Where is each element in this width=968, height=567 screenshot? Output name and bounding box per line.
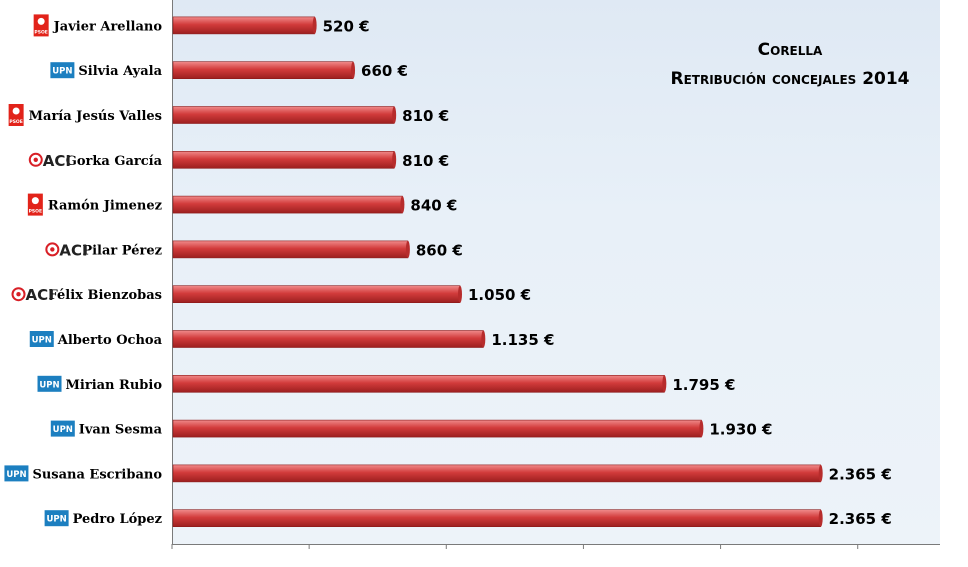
bar-end-cap — [818, 509, 823, 527]
upn-logo: UPN — [50, 420, 75, 437]
y-axis-line — [172, 0, 173, 545]
upn-logo-box — [50, 420, 75, 437]
category-label: Pilar Pérez — [82, 243, 162, 258]
bar-value-label: 2.365 € — [829, 465, 892, 483]
bar-end-cap — [458, 285, 462, 303]
bar-3 — [172, 106, 395, 124]
bar-11 — [172, 464, 821, 483]
psoe-rose-mark — [37, 17, 45, 25]
category-label: Javier Arellano — [53, 19, 163, 34]
category-label: Susana Escribano — [32, 467, 162, 482]
bar-value-label: 1.795 € — [672, 376, 735, 394]
aci-logo-text: ACI — [59, 241, 87, 259]
bar-end-cap — [351, 61, 356, 79]
category-label: Pedro López — [73, 512, 162, 527]
psoe-fist-rose-logo: PSOE — [8, 104, 24, 126]
upn-logo: UPN — [50, 62, 75, 79]
bar-end-cap — [312, 16, 317, 34]
bar-end-cap — [392, 106, 397, 124]
bar-2 — [172, 61, 354, 80]
upn-logo: UPN — [4, 465, 29, 482]
upn-logo-text: UPN — [39, 380, 59, 390]
psoe-fist-rose-logo: PSOE — [27, 193, 43, 216]
bar-value-label: 1.135 € — [491, 331, 554, 349]
bar-value-label: 860 € — [416, 241, 463, 259]
category-label: Félix Bienzobas — [49, 288, 162, 303]
psoe-logo-text: PSOE — [29, 209, 42, 215]
bar-10 — [172, 419, 702, 438]
psoe-logo-text: PSOE — [34, 29, 47, 35]
upn-logo-box — [44, 510, 69, 527]
aci-logo-dot — [50, 247, 55, 252]
category-label: Ivan Sesma — [79, 423, 163, 438]
psoe-logo-box — [27, 193, 43, 216]
aci-logo-ring — [28, 152, 43, 167]
upn-logo-box — [4, 465, 29, 482]
aci-logo-dot — [16, 292, 21, 297]
bar-end-cap — [699, 420, 704, 438]
category-label: Gorka García — [66, 154, 163, 169]
chart-subtitle: Retribución concejales 2014 — [670, 69, 910, 89]
bar-4 — [172, 151, 395, 169]
bar-value-label: 520 € — [323, 17, 370, 35]
bar-value-label: 810 € — [402, 107, 449, 125]
upn-logo-box — [37, 375, 62, 392]
bar-end-cap — [818, 464, 823, 482]
bar-value-label: 2.365 € — [829, 510, 892, 528]
bar-end-cap — [662, 375, 667, 393]
upn-logo: UPN — [37, 375, 62, 392]
aci-logo-text: ACI — [26, 286, 54, 304]
aci-logo: ACI — [28, 152, 71, 170]
upn-logo-text: UPN — [32, 336, 52, 346]
psoe-logo-text: PSOE — [9, 119, 22, 125]
upn-logo-box — [29, 331, 54, 347]
upn-logo-box — [50, 62, 75, 79]
bar-value-label: 1.050 € — [468, 286, 531, 304]
category-label: Silvia Ayala — [78, 64, 162, 79]
upn-logo: UPN — [44, 510, 69, 527]
bar-9 — [172, 374, 665, 393]
upn-logo-text: UPN — [46, 515, 66, 525]
aci-logo: ACI — [45, 241, 88, 259]
bar-end-cap — [400, 196, 405, 214]
bar-6 — [172, 240, 409, 259]
psoe-fist-rose-logo: PSOE — [33, 14, 49, 37]
aci-logo: ACI — [11, 286, 54, 304]
bar-end-cap — [405, 240, 410, 258]
bar-value-label: 810 € — [402, 152, 449, 170]
psoe-logo-box — [33, 14, 49, 37]
category-label: Alberto Ochoa — [57, 333, 163, 348]
upn-logo-text: UPN — [52, 67, 72, 77]
bar-12 — [172, 509, 821, 528]
bar-1 — [172, 16, 315, 35]
bar-5 — [172, 195, 403, 214]
aci-logo-dot — [33, 157, 38, 162]
bar-7 — [172, 285, 461, 304]
psoe-logo-box — [8, 104, 24, 126]
aci-logo-ring — [11, 287, 26, 302]
psoe-rose-mark — [12, 107, 20, 115]
bar-value-label: 660 € — [361, 62, 408, 80]
aci-logo-text: ACI — [43, 152, 71, 170]
aci-logo-ring — [45, 242, 60, 257]
category-label: María Jesús Valles — [29, 109, 162, 124]
upn-logo-text: UPN — [6, 470, 26, 480]
upn-logo-text: UPN — [53, 425, 73, 435]
category-label: Ramón Jimenez — [48, 199, 162, 214]
bar-value-label: 1.930 € — [709, 421, 772, 439]
chart-title-block: Corella Retribución concejales 2014 — [640, 36, 940, 94]
plot-area-background — [172, 0, 940, 545]
bar-end-cap — [481, 330, 486, 348]
bar-end-cap — [392, 151, 397, 169]
x-axis-line — [172, 544, 940, 545]
bar-value-label: 840 € — [410, 197, 457, 215]
category-label: Mirian Rubio — [66, 378, 163, 393]
bar-8 — [172, 330, 484, 348]
upn-logo: UPN — [29, 331, 54, 347]
psoe-rose-mark — [31, 197, 39, 205]
chart-title: Corella — [757, 40, 823, 60]
